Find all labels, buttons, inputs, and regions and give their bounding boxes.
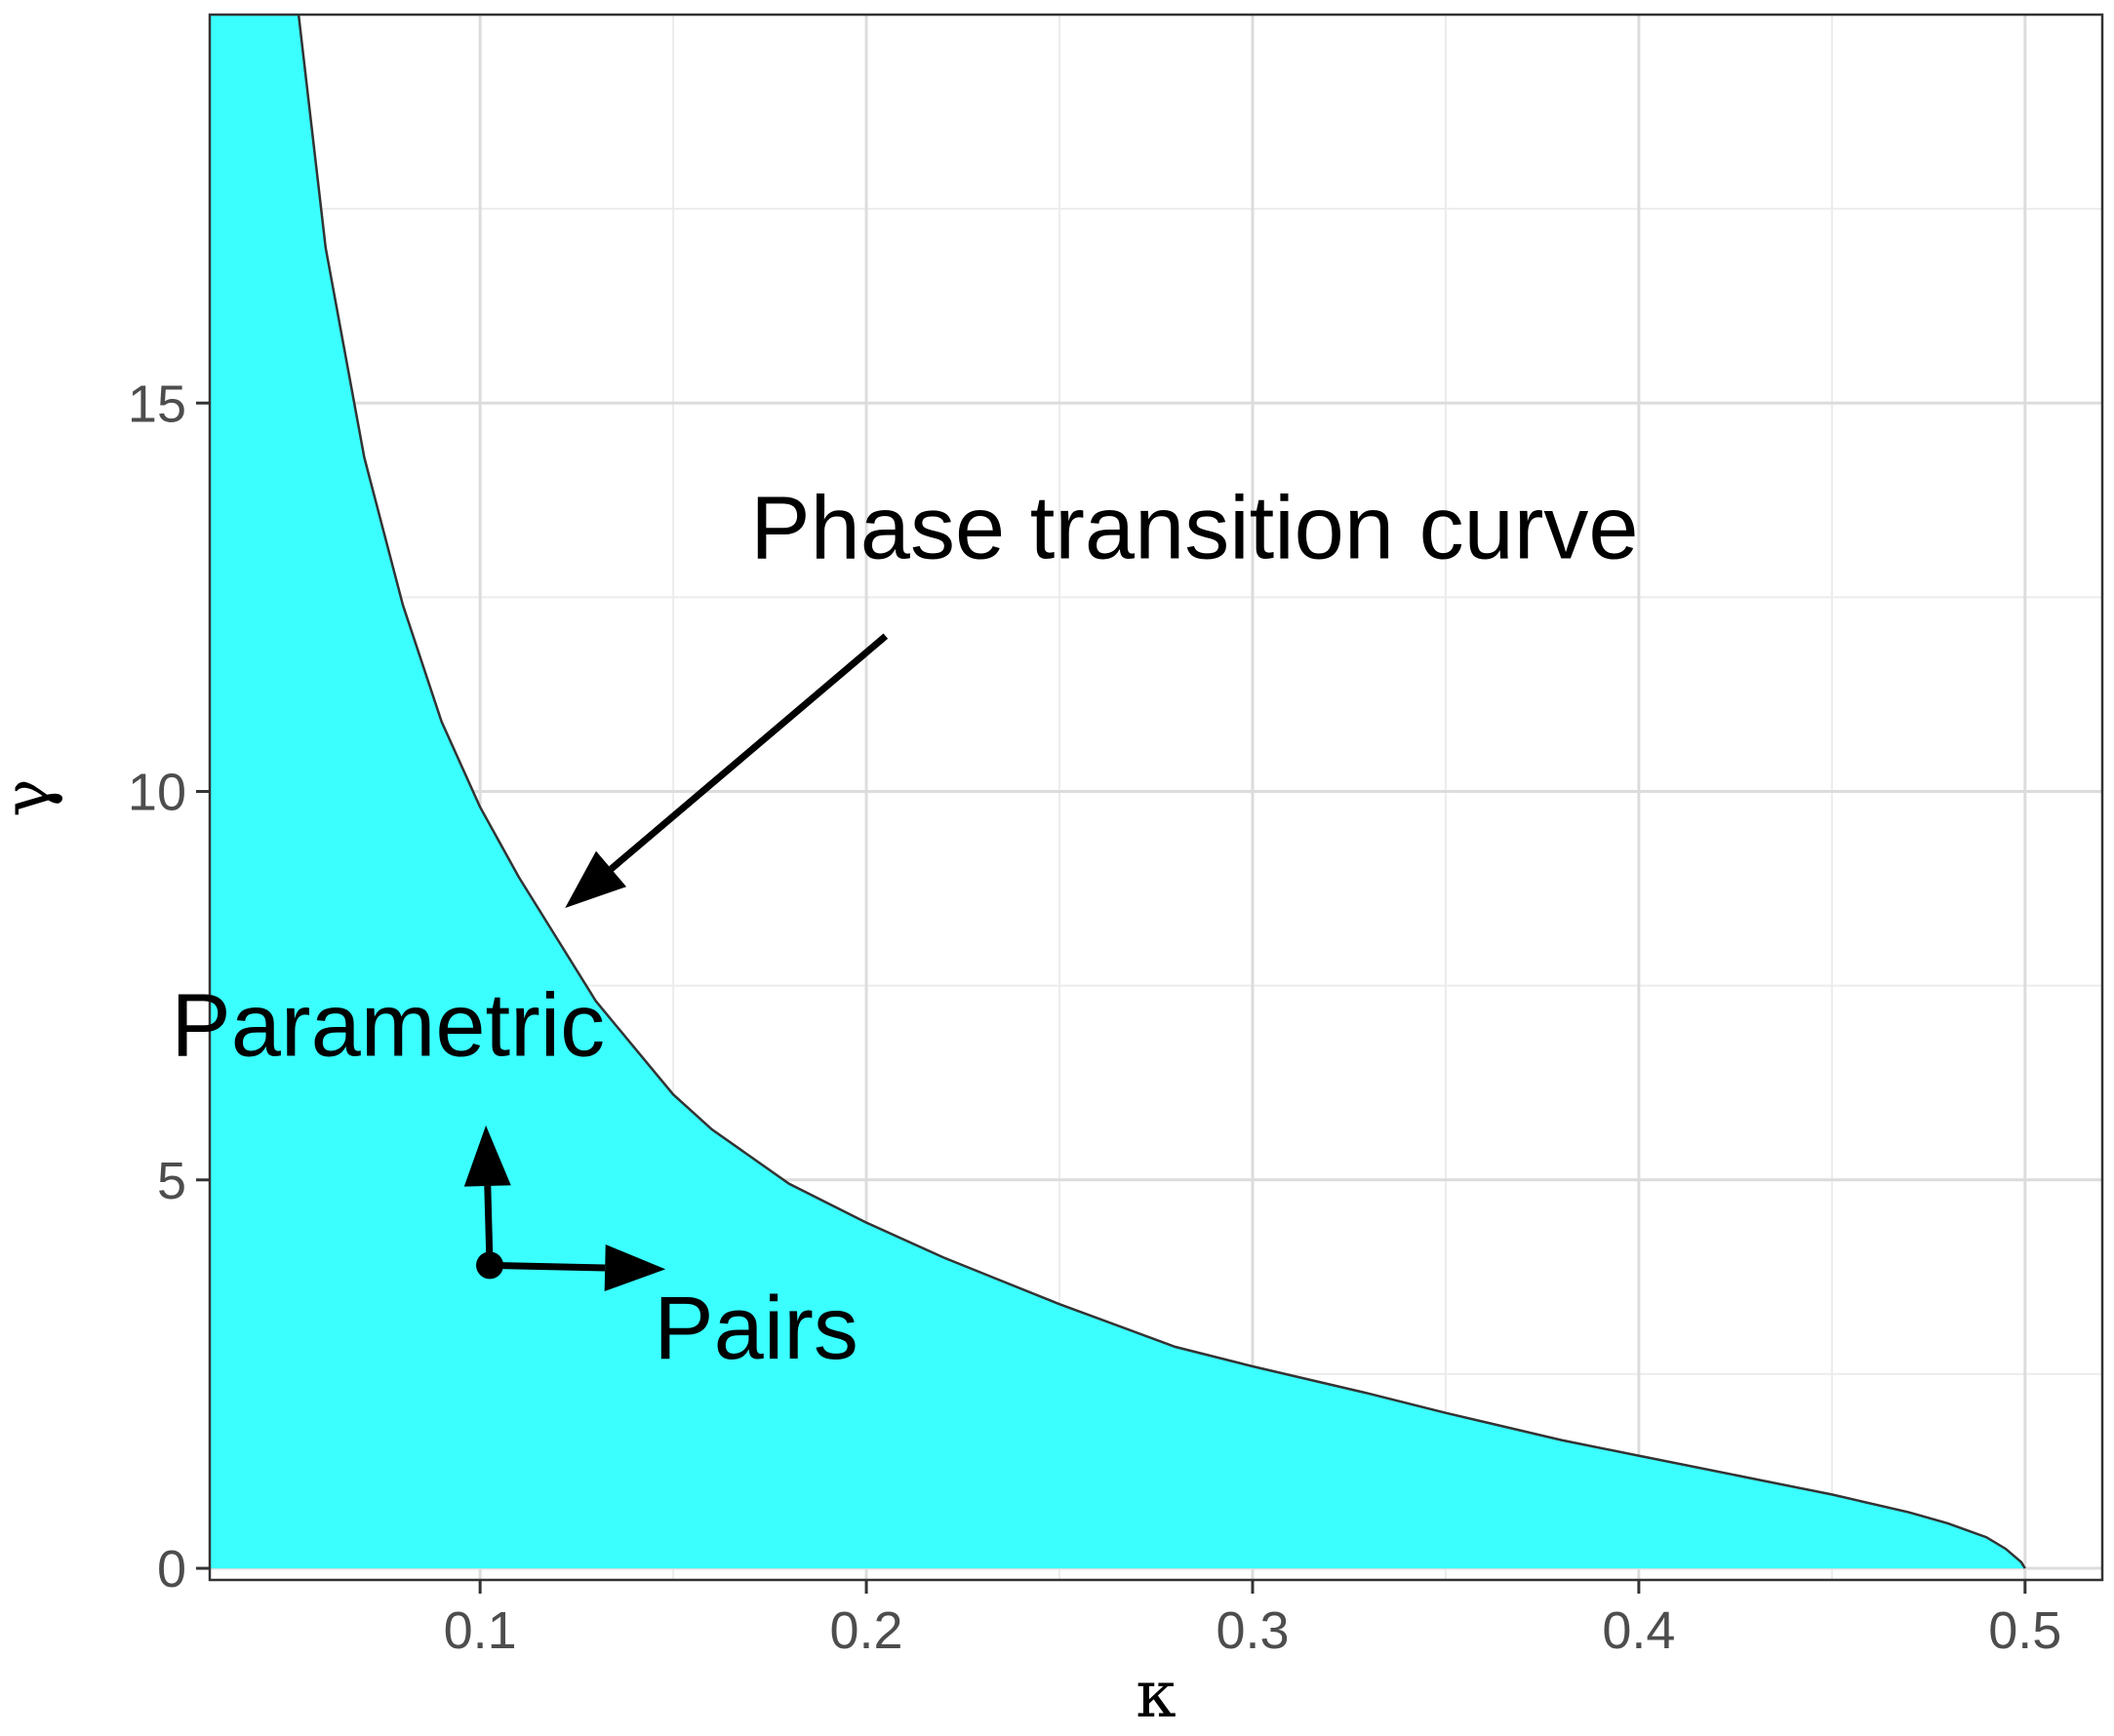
x-axis-title: κ [1136,1657,1176,1732]
parametric-region-fill [210,15,2025,1569]
y-axis-title: γ [0,778,64,816]
annotation-pairs: Pairs [654,1279,858,1378]
annotation-arrow-head [604,1244,666,1292]
y-tick-label: 10 [128,764,186,822]
x-tick-label: 0.5 [1988,1601,2061,1660]
annotation-arrow-shaft [609,633,889,872]
x-tick-label: 0.3 [1216,1601,1289,1660]
phase-transition-curve [297,15,2026,1569]
x-tick-label: 0.4 [1602,1601,1675,1660]
y-tick-label: 5 [157,1152,186,1210]
annotation-arrow-shaft [489,1261,606,1272]
annotation-arrow-head [565,850,627,909]
arrow-origin-point [476,1251,504,1280]
panel-border [208,13,2104,1582]
annotation-arrows [463,633,889,1292]
annotation-phase: Phase transition curve [750,479,1638,578]
y-tick-label: 0 [157,1540,186,1598]
y-axis-ticks: 0 5 10 15 [128,375,210,1598]
annotation-parametric: Parametric [171,975,605,1075]
x-tick-label: 0.1 [444,1601,517,1660]
x-axis-ticks: 0.1 0.2 0.3 0.4 0.5 [444,1580,2061,1660]
x-tick-label: 0.2 [830,1601,903,1660]
y-tick-label: 15 [128,375,186,433]
annotation-arrow-head [463,1125,511,1187]
annotations: Phase transition curve Parametric Pairs [171,479,1638,1378]
